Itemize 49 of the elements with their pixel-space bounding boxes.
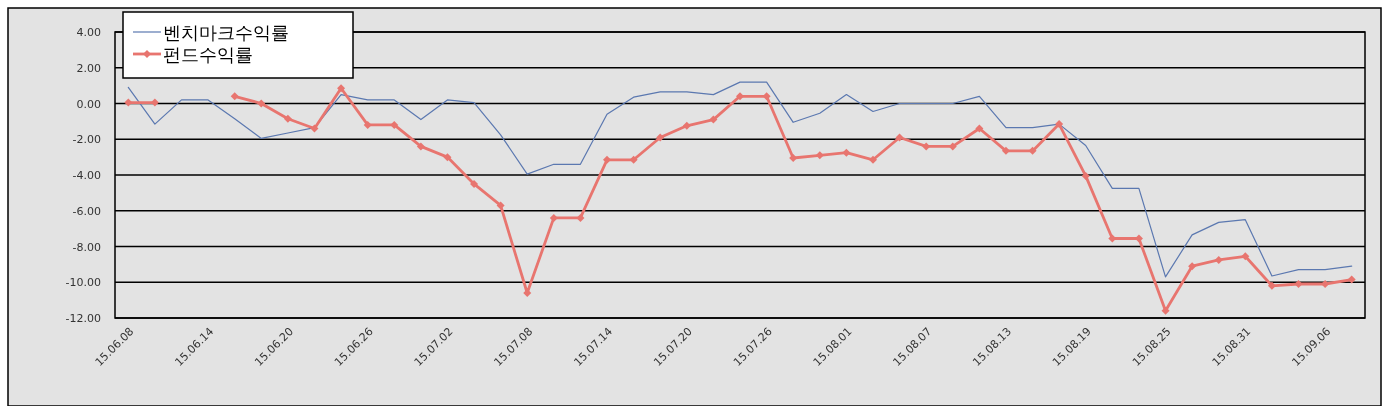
point: [283, 114, 292, 123]
point: [815, 151, 824, 160]
point: [1241, 252, 1250, 261]
y-tick-label: -2.00: [72, 133, 101, 147]
point: [922, 142, 931, 151]
point: [549, 213, 558, 222]
y-tick-label: 4.00: [76, 26, 101, 39]
point: [709, 115, 718, 124]
point: [736, 92, 744, 101]
point: [868, 155, 877, 164]
y-tick-label: -4.00: [72, 169, 101, 182]
point: [629, 155, 638, 164]
point: [470, 179, 479, 188]
point: [1055, 120, 1064, 129]
y-tick-label: 2.00: [76, 61, 101, 75]
point: [496, 201, 505, 210]
point: [337, 84, 346, 93]
y-tick-label: -8.00: [72, 240, 101, 254]
point: [150, 98, 159, 107]
point: [257, 99, 266, 108]
point: [416, 142, 425, 151]
point: [1081, 171, 1090, 180]
point: [1267, 281, 1276, 290]
point: [310, 124, 319, 133]
point: [1028, 146, 1037, 155]
y-tick-label: -10.00: [65, 276, 101, 290]
point: [975, 124, 984, 133]
point: [124, 98, 133, 107]
legend-label: 펀드수익률: [163, 44, 253, 65]
point: [842, 148, 851, 157]
legend-label: 벤치마크수익률: [163, 22, 289, 43]
point: [1001, 146, 1010, 155]
point: [1347, 275, 1356, 284]
y-tick-label: 0.00: [76, 97, 101, 111]
y-tick-label: -6.00: [72, 204, 101, 218]
point: [682, 121, 691, 130]
point: [948, 142, 957, 151]
y-tick-label: -12.00: [65, 312, 101, 325]
point: [1214, 255, 1223, 264]
point: [576, 213, 585, 222]
point: [390, 120, 399, 129]
point: [656, 133, 665, 142]
point: [443, 153, 452, 162]
point: [895, 133, 904, 142]
point: [762, 92, 771, 101]
point: [1294, 280, 1303, 289]
point: [363, 120, 372, 129]
point: [230, 92, 239, 101]
point: [1188, 262, 1197, 271]
